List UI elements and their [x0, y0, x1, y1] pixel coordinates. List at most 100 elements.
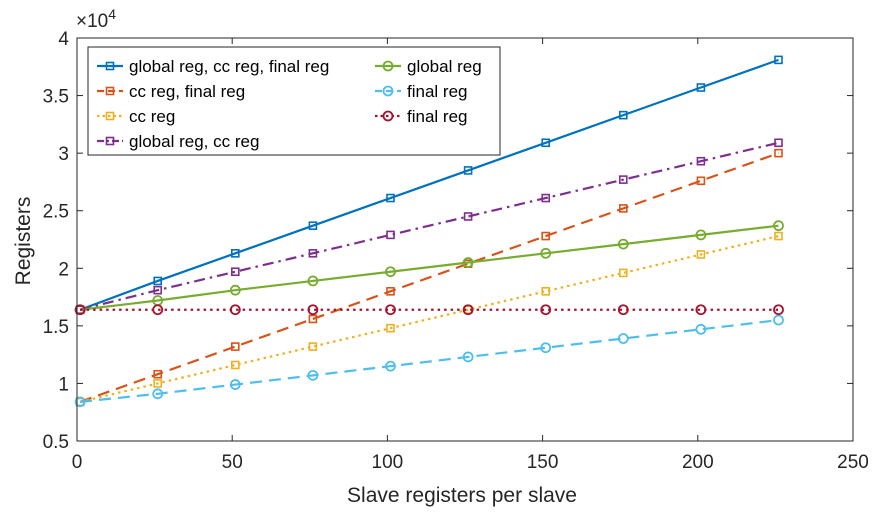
y-tick-label: 3.5	[43, 87, 69, 108]
y-tick-label: 2	[58, 259, 69, 280]
series-layer	[74, 55, 784, 408]
data-point	[229, 304, 241, 316]
data-point	[229, 379, 241, 390]
y-axis-label: Registers	[12, 197, 35, 286]
data-point	[153, 379, 163, 388]
y-scale-exponent: 4	[108, 6, 116, 22]
data-point	[774, 55, 783, 65]
y-tick-label: 3	[58, 144, 69, 165]
data-point	[152, 388, 164, 400]
x-axis-label: Slave registers per slave	[347, 484, 577, 507]
data-point	[774, 148, 783, 158]
plot-frame	[76, 37, 854, 442]
series-line	[79, 319, 779, 403]
legend-item: cc reg	[97, 107, 175, 126]
legend-label: final reg	[407, 82, 467, 101]
axes: 0 50 100 150 200 250 0.5 1 1.5 2 2.5 3 3.5 4	[43, 29, 869, 473]
series-final-reg-7	[74, 304, 784, 316]
legend-item: global reg, cc reg, final reg	[97, 57, 329, 76]
data-point	[231, 360, 240, 370]
legend-label: global reg, cc reg, final reg	[129, 57, 329, 76]
legend-item: global reg	[375, 57, 482, 76]
series-line	[79, 152, 779, 403]
data-point	[695, 229, 707, 241]
legend-item: cc reg, final reg	[97, 82, 245, 101]
legend-marker	[382, 60, 394, 72]
data-point	[774, 231, 783, 241]
data-point	[153, 276, 163, 286]
legend-marker	[105, 61, 115, 71]
data-point	[231, 267, 240, 277]
x-tick-label: 100	[372, 452, 404, 473]
data-point	[696, 176, 706, 186]
data-point	[540, 304, 552, 316]
data-point	[386, 287, 395, 296]
data-point	[74, 396, 86, 408]
data-point	[385, 266, 396, 278]
data-point	[617, 304, 629, 316]
data-point	[386, 230, 395, 240]
data-point	[696, 156, 706, 166]
y-tick-label: 0.5	[43, 432, 69, 453]
data-point	[308, 249, 318, 258]
legend-label: global reg	[407, 57, 482, 76]
legend-marker	[105, 86, 115, 96]
legend-item: final reg	[375, 107, 467, 126]
data-point	[462, 351, 474, 363]
data-point	[385, 304, 396, 316]
data-point	[541, 287, 551, 296]
series-global-reg-cc-reg-final-reg-1	[75, 55, 783, 315]
series-cc-reg-3	[75, 231, 783, 407]
y-scale-base: ×10	[76, 11, 108, 32]
legend-item: global reg, cc reg	[97, 132, 259, 151]
legend-item: final reg	[375, 82, 467, 101]
x-tick-label: 200	[682, 452, 714, 473]
data-point	[463, 212, 473, 221]
data-point	[695, 323, 707, 335]
series-line	[79, 58, 779, 311]
data-point	[386, 323, 395, 333]
data-point	[152, 304, 164, 316]
data-point	[695, 304, 707, 316]
x-tick-label: 150	[527, 452, 559, 473]
data-point	[462, 304, 474, 316]
data-point	[619, 268, 628, 278]
data-point	[308, 342, 318, 351]
data-point	[773, 220, 784, 232]
data-point	[696, 83, 706, 92]
data-point	[229, 284, 241, 296]
data-point	[541, 193, 551, 203]
data-point	[308, 314, 318, 324]
x-tick-label: 250	[837, 452, 869, 473]
series-final-reg-6	[74, 314, 784, 408]
y-tick-label: 1	[58, 374, 69, 395]
legend-box	[87, 46, 501, 156]
y-tick-label: 2.5	[43, 202, 69, 223]
data-point	[231, 249, 240, 258]
x-tick-label: 0	[72, 452, 83, 473]
data-point	[153, 285, 163, 295]
legend: global reg, cc reg, final reg cc reg, fin…	[87, 46, 501, 156]
y-scale-factor: ×104	[76, 6, 116, 32]
data-point	[774, 138, 783, 148]
x-tick-label: 50	[222, 452, 243, 473]
data-point	[619, 110, 628, 120]
data-point	[619, 175, 628, 184]
legend-marker	[105, 111, 115, 121]
data-point	[773, 314, 784, 326]
series-global-reg-cc-reg-4	[75, 138, 783, 315]
legend-label: global reg, cc reg	[129, 132, 259, 151]
data-point	[619, 204, 628, 213]
legend-marker	[382, 110, 394, 122]
legend-label: final reg	[407, 107, 467, 126]
data-point	[307, 275, 319, 287]
series-line	[79, 224, 779, 311]
data-point	[308, 221, 318, 230]
data-point	[696, 250, 706, 259]
series-line	[79, 141, 779, 311]
y-tick-label: 1.5	[43, 317, 69, 338]
data-point	[463, 166, 473, 175]
data-point	[541, 138, 551, 148]
data-point	[540, 342, 552, 354]
